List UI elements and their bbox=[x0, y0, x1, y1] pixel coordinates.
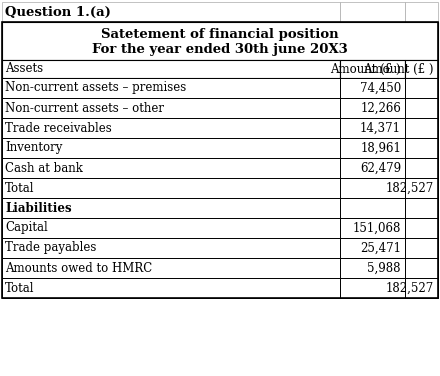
Text: Question 1.(a): Question 1.(a) bbox=[5, 6, 111, 18]
Text: Trade payables: Trade payables bbox=[5, 241, 96, 255]
Text: Non-current assets – premises: Non-current assets – premises bbox=[5, 82, 186, 94]
Bar bbox=[405, 118, 438, 138]
Text: Capital: Capital bbox=[5, 221, 48, 235]
Bar bbox=[405, 98, 438, 118]
Text: 62,479: 62,479 bbox=[360, 162, 401, 174]
Bar bbox=[340, 218, 405, 238]
Bar bbox=[2, 22, 438, 298]
Text: Amount (£ ): Amount (£ ) bbox=[363, 62, 434, 76]
Bar bbox=[2, 198, 340, 218]
Text: Total: Total bbox=[5, 282, 34, 294]
Bar bbox=[340, 60, 405, 78]
Text: Amounts owed to HMRC: Amounts owed to HMRC bbox=[5, 261, 152, 274]
Bar bbox=[340, 258, 405, 278]
Bar bbox=[2, 22, 438, 60]
Text: 182,527: 182,527 bbox=[386, 282, 434, 294]
Bar bbox=[2, 258, 340, 278]
Text: Non-current assets – other: Non-current assets – other bbox=[5, 102, 164, 115]
Bar bbox=[340, 178, 405, 198]
Bar bbox=[2, 218, 340, 238]
Bar bbox=[405, 138, 438, 158]
Bar bbox=[405, 178, 438, 198]
Text: 74,450: 74,450 bbox=[360, 82, 401, 94]
Text: Amount (£ ): Amount (£ ) bbox=[330, 62, 401, 76]
Bar bbox=[2, 178, 340, 198]
Bar bbox=[405, 2, 438, 22]
Bar bbox=[405, 158, 438, 178]
Bar bbox=[405, 218, 438, 238]
Bar bbox=[340, 278, 405, 298]
Bar bbox=[405, 60, 438, 78]
Bar bbox=[2, 238, 340, 258]
Bar bbox=[340, 138, 405, 158]
Text: Assets: Assets bbox=[5, 62, 43, 76]
Bar bbox=[405, 198, 438, 218]
Text: 5,988: 5,988 bbox=[367, 261, 401, 274]
Bar bbox=[340, 118, 405, 138]
Bar bbox=[2, 158, 340, 178]
Bar bbox=[340, 98, 405, 118]
Bar bbox=[340, 158, 405, 178]
Text: 25,471: 25,471 bbox=[360, 241, 401, 255]
Text: 18,961: 18,961 bbox=[360, 141, 401, 155]
Text: 151,068: 151,068 bbox=[352, 221, 401, 235]
Text: 182,527: 182,527 bbox=[386, 182, 434, 194]
Bar bbox=[405, 238, 438, 258]
Bar bbox=[405, 258, 438, 278]
Bar bbox=[2, 78, 340, 98]
Bar bbox=[340, 238, 405, 258]
Bar bbox=[2, 138, 340, 158]
Text: For the year ended 30th june 20X3: For the year ended 30th june 20X3 bbox=[92, 43, 348, 56]
Bar bbox=[405, 278, 438, 298]
Bar bbox=[405, 78, 438, 98]
Bar bbox=[2, 60, 340, 78]
Text: Liabilities: Liabilities bbox=[5, 202, 72, 214]
Bar bbox=[2, 118, 340, 138]
Bar bbox=[340, 2, 405, 22]
Text: Cash at bank: Cash at bank bbox=[5, 162, 83, 174]
Bar bbox=[340, 78, 405, 98]
Text: Trade receivables: Trade receivables bbox=[5, 121, 112, 135]
Text: 14,371: 14,371 bbox=[360, 121, 401, 135]
Bar bbox=[340, 198, 405, 218]
Bar bbox=[2, 278, 340, 298]
Bar bbox=[2, 2, 340, 22]
Text: Total: Total bbox=[5, 182, 34, 194]
Text: Satetement of financial position: Satetement of financial position bbox=[101, 28, 339, 41]
Bar bbox=[2, 98, 340, 118]
Text: 12,266: 12,266 bbox=[360, 102, 401, 115]
Text: Inventory: Inventory bbox=[5, 141, 62, 155]
